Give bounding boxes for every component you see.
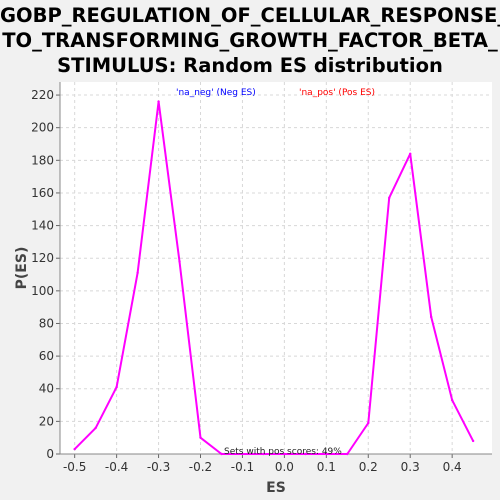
data-point	[388, 196, 391, 200]
x-axis-label: ES	[266, 480, 286, 496]
data-point	[346, 452, 349, 456]
y-tick-label: 160	[31, 186, 54, 200]
legend-entry: 'na_pos' (Pos ES)	[299, 88, 375, 98]
data-point	[304, 452, 307, 456]
data-point	[241, 452, 244, 456]
x-tick-label: 0.3	[401, 460, 420, 474]
plot-background	[60, 82, 492, 454]
data-point	[178, 260, 181, 263]
x-tick-label: -0.1	[231, 460, 254, 474]
x-tick-label: -0.4	[105, 460, 128, 474]
y-tick-label: 120	[31, 251, 54, 265]
y-tick-label: 220	[31, 88, 54, 102]
data-point	[73, 447, 76, 451]
x-tick-label: 0.2	[359, 460, 378, 474]
title-line-2: TO_TRANSFORMING_GROWTH_FACTOR_BETA_	[2, 29, 498, 52]
data-point	[94, 426, 97, 430]
y-tick-label: 60	[39, 349, 54, 363]
data-point	[367, 421, 370, 425]
y-tick-label: 80	[39, 316, 54, 330]
y-tick-label: 200	[31, 121, 54, 135]
data-point	[199, 436, 202, 439]
legend-entry: 'na_neg' (Neg ES)	[176, 88, 256, 98]
axes: 0 20 40 60 80 100 120 140 160 180 200 220 -0.5 -0.4 -0…	[31, 82, 492, 474]
title-line-1: GOBP_REGULATION_OF_CELLULAR_RESPONSE_	[0, 4, 500, 27]
y-tick-label: 100	[31, 284, 54, 298]
data-point	[429, 315, 433, 319]
x-tick-label: 0.4	[443, 460, 462, 474]
pos-scores-annotation: Sets with pos scores: 49%	[224, 447, 342, 457]
x-tick-label: 0.0	[275, 460, 294, 474]
y-tick-label: 140	[31, 219, 54, 233]
x-tick-label: -0.5	[63, 460, 86, 474]
data-point	[325, 452, 328, 456]
data-point	[262, 452, 265, 456]
y-tick-label: 0	[46, 447, 54, 461]
legend: 'na_neg' (Neg ES) 'na_pos' (Pos ES)	[176, 88, 375, 98]
chart-title: GOBP_REGULATION_OF_CELLULAR_RESPONSE_ TO…	[0, 0, 500, 78]
data-point	[283, 452, 286, 456]
series	[73, 100, 475, 456]
y-tick-label: 40	[39, 382, 54, 396]
data-point	[220, 452, 223, 456]
title-line-3: STIMULUS: Random ES distribution	[57, 54, 443, 77]
series-line	[73, 100, 474, 455]
y-axis-label: P(ES)	[14, 247, 30, 290]
x-tick-label: 0.1	[317, 460, 336, 474]
y-tick-label: 20	[39, 414, 54, 428]
y-tick-label: 180	[31, 153, 54, 167]
data-point	[471, 439, 475, 443]
data-point	[136, 271, 139, 275]
data-point	[157, 100, 160, 103]
data-point	[115, 385, 118, 389]
data-point	[409, 152, 412, 155]
x-tick-label: -0.2	[189, 460, 212, 474]
x-tick-label: -0.3	[147, 460, 170, 474]
data-point	[450, 398, 454, 402]
